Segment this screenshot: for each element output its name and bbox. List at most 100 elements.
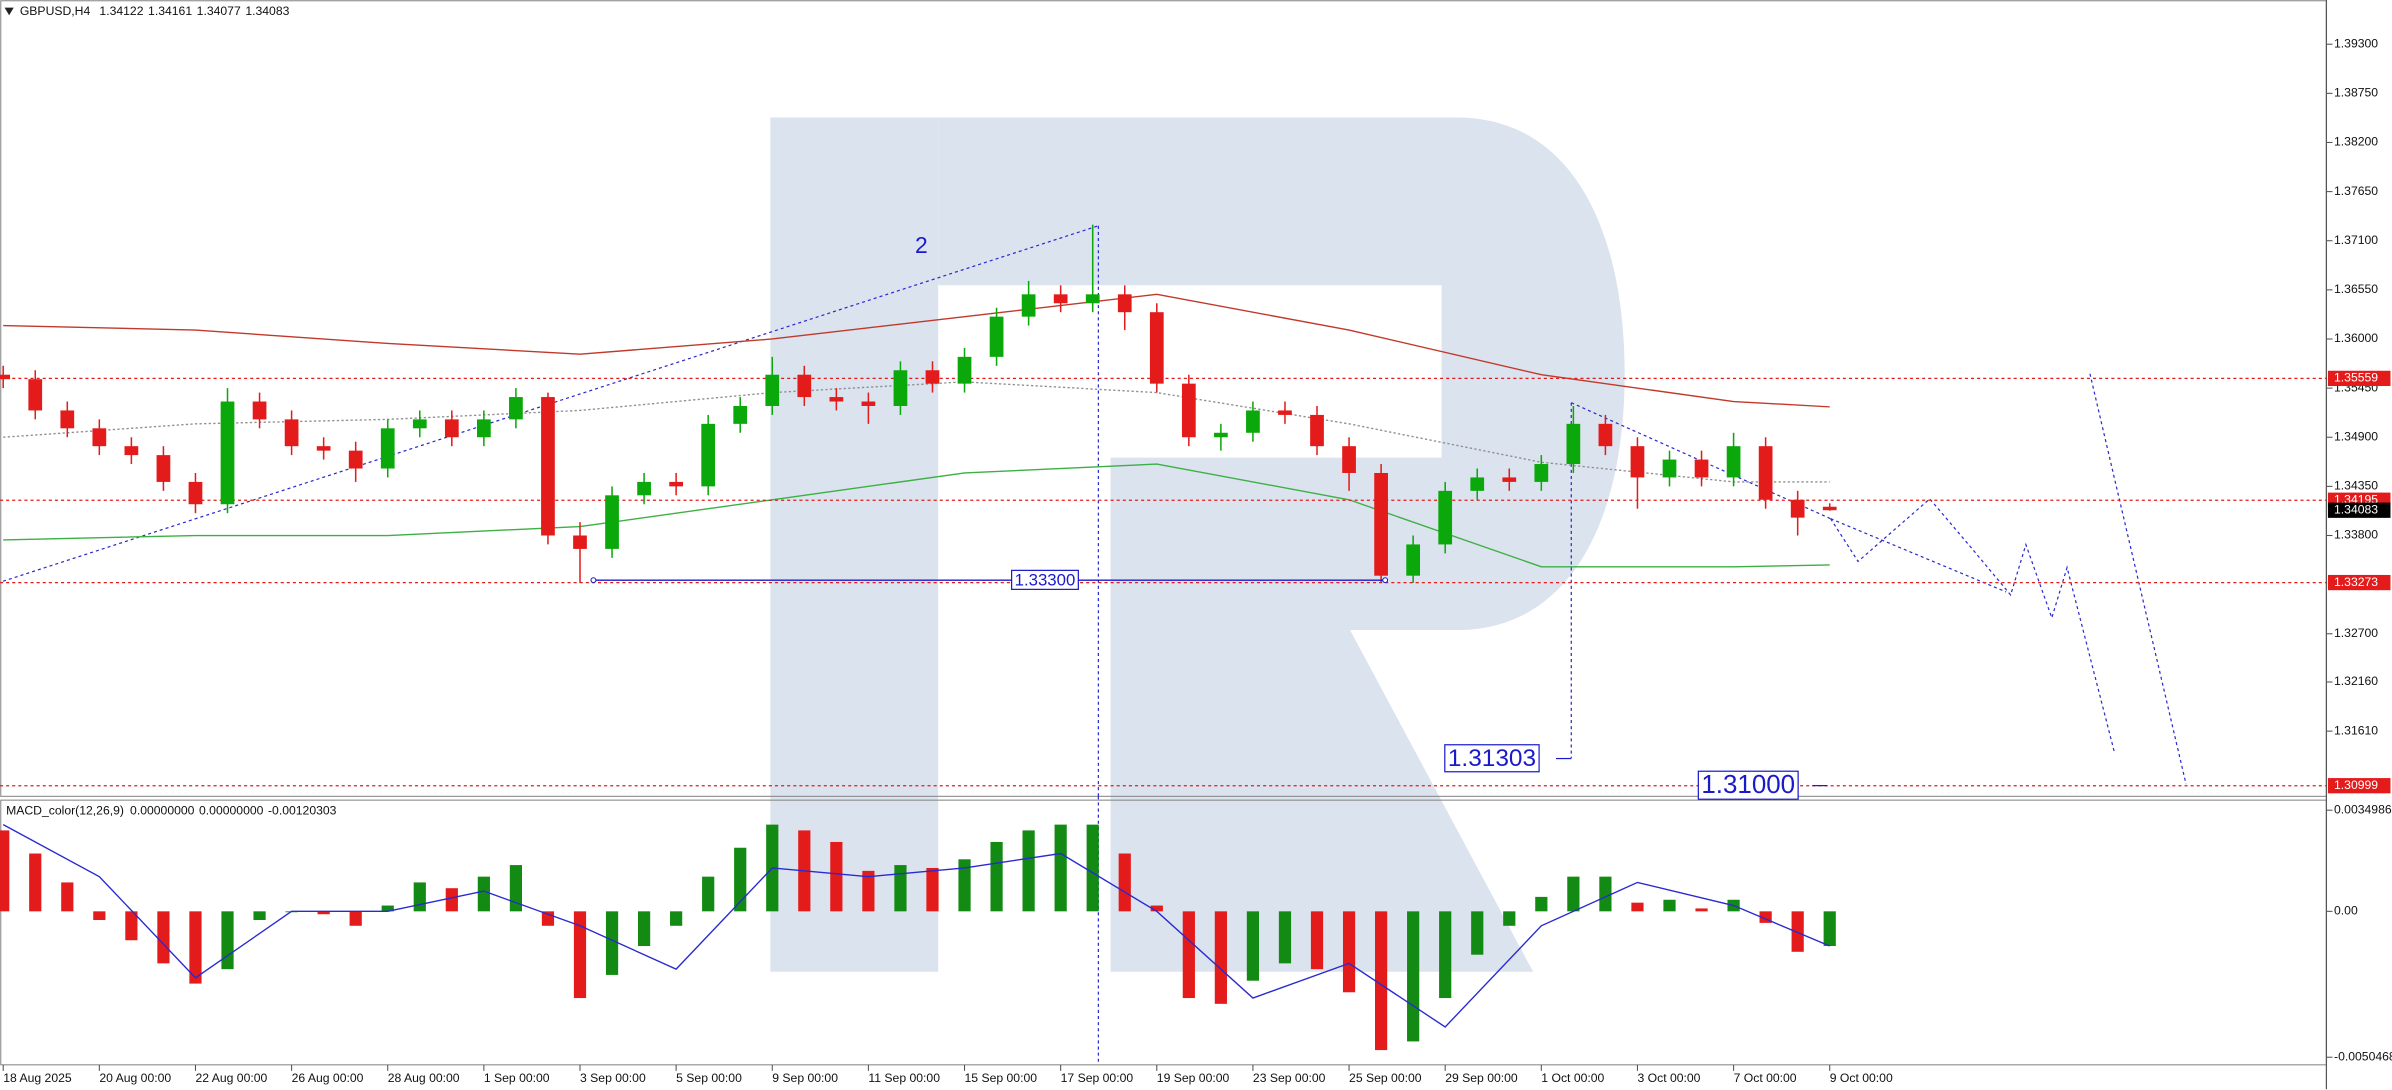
x-tick-label: 7 Oct 00:00 — [1734, 1071, 1797, 1085]
candle-body — [220, 401, 235, 505]
price-tag-label: 1.30999 — [2334, 778, 2378, 792]
indicator-line — [3, 463, 1830, 568]
y-tick-label: 1.36550 — [2334, 282, 2378, 296]
histogram-bar — [1054, 824, 1067, 912]
target-box — [1444, 744, 1540, 773]
macd-header: MACD_color(12,26,9) 0.00000000 0.00000000-… — [6, 804, 337, 818]
indicator-value: 0.00000000 — [199, 804, 264, 818]
candle-body — [92, 428, 107, 447]
price-tag-label: 1.35559 — [2334, 371, 2378, 385]
y-tick-label: 1.34900 — [2334, 429, 2378, 443]
histogram-bar — [1182, 911, 1195, 999]
y-tick-label: 1.33800 — [2334, 528, 2378, 542]
x-tick-label: 1 Oct 00:00 — [1541, 1071, 1604, 1085]
candle-body — [1214, 432, 1228, 438]
x-tick-label: 11 Sep 00:00 — [868, 1071, 940, 1085]
forecast-path — [1830, 497, 2115, 753]
indicator-line — [3, 293, 1830, 408]
y-tick-label: 1.31610 — [2334, 723, 2378, 737]
trend-line — [1830, 518, 2007, 593]
candle-body — [1662, 459, 1677, 478]
wave-label: 2 — [915, 232, 928, 258]
candle-body — [1246, 410, 1260, 433]
candle-body — [1630, 446, 1645, 478]
candle-body — [861, 401, 876, 406]
candle-body — [605, 495, 619, 549]
x-tick-label: 17 Sep 00:00 — [1061, 1071, 1134, 1085]
histogram-bar — [958, 859, 971, 912]
x-tick-label: 23 Sep 00:00 — [1253, 1071, 1326, 1085]
candle-body — [380, 428, 395, 469]
logo-bowl — [938, 117, 1625, 631]
price-tag — [2327, 370, 2391, 387]
x-tick-label: 25 Sep 00:00 — [1349, 1071, 1422, 1085]
candle-body — [541, 397, 555, 536]
histogram-bar — [1503, 911, 1516, 926]
histogram-bar — [605, 911, 619, 975]
candle-body — [124, 446, 139, 456]
candle-body — [1598, 423, 1613, 447]
target-box — [1697, 770, 1799, 800]
histogram-bar — [1118, 853, 1131, 912]
candle-body — [1181, 383, 1196, 438]
x-tick-label: 20 Aug 00:00 — [99, 1071, 171, 1085]
histogram-bar — [317, 911, 330, 915]
candle-body — [509, 397, 523, 420]
candle-body — [1726, 446, 1741, 478]
histogram-bar — [1823, 911, 1836, 947]
candle-body — [1406, 544, 1421, 576]
histogram-bar — [1374, 911, 1388, 1051]
candle-body — [444, 419, 459, 438]
histogram-bar — [1535, 896, 1548, 912]
x-tick-label: 26 Aug 00:00 — [292, 1071, 364, 1085]
target-label: 1.31303 — [1448, 745, 1536, 772]
indicator-name: MACD_color(12,26,9) — [6, 804, 124, 818]
price-tag — [2327, 778, 2391, 794]
histogram-bar — [637, 911, 651, 947]
candle-body — [573, 535, 587, 549]
histogram-bar — [445, 888, 458, 912]
y-tick-label: 1.34350 — [2334, 479, 2378, 493]
candle-body — [669, 481, 683, 487]
x-tick-label: 19 Sep 00:00 — [1157, 1071, 1230, 1085]
candle-body — [1149, 312, 1164, 384]
histogram-bar — [1022, 830, 1035, 912]
histogram-bar — [1407, 911, 1420, 1042]
indicator-line — [2, 824, 1830, 1028]
candle-body — [1117, 294, 1132, 313]
candle-body — [284, 419, 299, 447]
y-tick-label: 1.39300 — [2334, 36, 2378, 50]
y-tick-label: 1.37100 — [2334, 233, 2378, 247]
candle-body — [701, 423, 716, 487]
collapse-arrow[interactable] — [4, 7, 14, 16]
x-tick-label: 3 Oct 00:00 — [1637, 1071, 1700, 1085]
histogram-bar — [1278, 911, 1292, 964]
candle-body — [1758, 446, 1773, 500]
candle-body — [1085, 294, 1100, 304]
x-tick-label: 28 Aug 00:00 — [388, 1071, 460, 1085]
histogram-bar — [0, 830, 10, 912]
price-tag — [2327, 502, 2391, 518]
candle-body — [637, 481, 651, 496]
y-tick-label: 1.36000 — [2334, 331, 2378, 345]
candle-body — [797, 374, 812, 398]
histogram-bar — [990, 841, 1003, 912]
x-tick-label: 5 Sep 00:00 — [676, 1071, 742, 1085]
x-tick-label: 9 Oct 00:00 — [1830, 1071, 1893, 1085]
candle-body — [1694, 459, 1709, 478]
histogram-bar — [1086, 824, 1099, 912]
candle-body — [1310, 414, 1324, 447]
y-tick-label: 0.0034986 — [2334, 802, 2392, 816]
price-tag-label: 1.34083 — [2334, 502, 2378, 516]
candle-body — [1278, 410, 1292, 415]
histogram-bar — [1439, 911, 1452, 999]
histogram-bar — [1246, 911, 1260, 981]
logo-bar — [770, 117, 939, 972]
histogram-bar — [1759, 911, 1772, 923]
main-header: GBPUSD,H4 1.34122 1.34161 1.34077 1.34083 — [20, 4, 290, 18]
ohlc-value: 1.34077 — [197, 4, 241, 18]
target-box — [1011, 569, 1079, 590]
histogram-bar — [1567, 876, 1580, 912]
histogram-bar — [93, 911, 106, 921]
